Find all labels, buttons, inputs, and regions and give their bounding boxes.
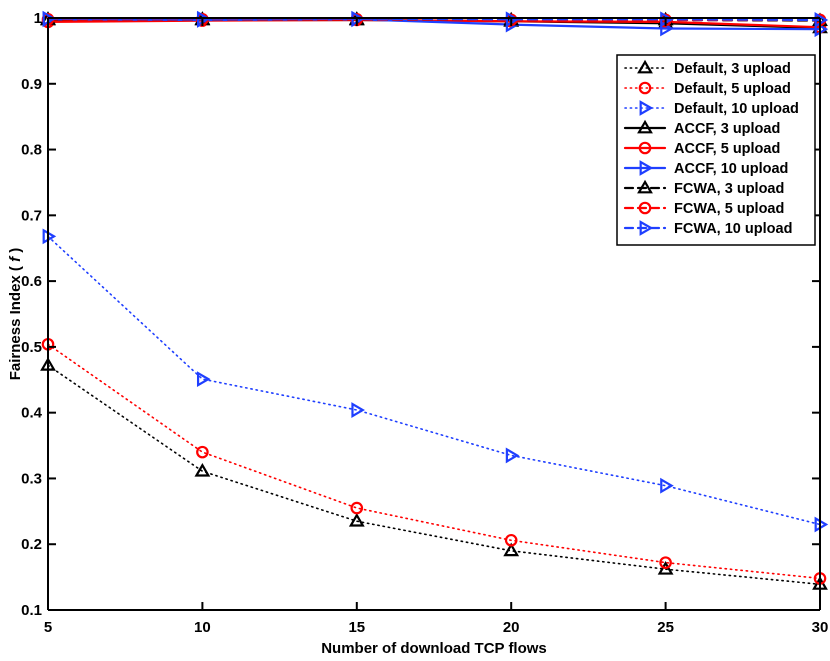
legend-entry-default-10-upload: Default, 10 upload <box>624 100 799 117</box>
legend-label: FCWA, 5 upload <box>674 201 784 217</box>
legend-marker <box>639 100 654 116</box>
legend-marker <box>638 81 652 95</box>
legend-label: ACCF, 10 upload <box>674 161 788 177</box>
y-tick-label: 0.3 <box>21 470 42 487</box>
x-tick-label: 30 <box>812 619 829 636</box>
legend-entry-fcwa-3-upload: FCWA, 3 upload <box>623 179 784 197</box>
legend-marker <box>637 119 653 134</box>
y-tick-label: 0.8 <box>21 142 42 159</box>
legend-entry-default-3-upload: Default, 3 upload <box>624 59 791 77</box>
legend-label: ACCF, 5 upload <box>674 141 780 157</box>
y-axis-label-symbol: f <box>7 255 24 262</box>
y-tick-label: 0.4 <box>21 405 43 422</box>
legend-marker <box>638 201 652 215</box>
legend-entry-accf-5-upload: ACCF, 5 upload <box>623 141 780 157</box>
x-tick-label: 10 <box>194 619 211 636</box>
legend-label: Default, 10 upload <box>674 101 799 117</box>
legend-entry-accf-10-upload: ACCF, 10 upload <box>623 160 788 177</box>
data-point <box>194 463 211 477</box>
series-line <box>47 343 821 580</box>
x-tick-label: 5 <box>44 619 52 636</box>
legend-label: Default, 3 upload <box>674 61 791 77</box>
y-tick-label: 0.5 <box>21 339 42 356</box>
data-point <box>659 556 672 569</box>
y-tick-label: 0.9 <box>21 76 42 93</box>
legend-label: FCWA, 3 upload <box>674 181 784 197</box>
legend-label: FCWA, 10 upload <box>674 221 792 237</box>
legend-marker <box>637 179 653 194</box>
data-point <box>657 561 674 575</box>
legend-marker <box>637 59 653 74</box>
legend-marker <box>639 220 654 236</box>
data-point <box>503 542 520 557</box>
y-tick-label: 0.7 <box>21 207 42 224</box>
x-tick-label: 15 <box>348 619 365 636</box>
legend-label: ACCF, 3 upload <box>674 121 780 137</box>
data-point <box>348 513 365 527</box>
legend-marker <box>639 160 654 176</box>
y-axis-label-text: Fairness Index ( <box>7 266 24 380</box>
data-point <box>660 477 674 494</box>
y-axis-label: Fairness Index ( f ) <box>7 248 24 381</box>
x-tick-label: 20 <box>503 619 520 636</box>
y-tick-label: 0.1 <box>21 602 42 619</box>
data-point <box>505 447 520 464</box>
legend: Default, 3 upload Default, 5 upload Defaul… <box>616 54 816 246</box>
data-point <box>196 445 209 459</box>
y-axis-label-close: ) <box>7 248 24 253</box>
axes: 5 10 15 20 25 30 0.1 0.2 0.3 0.4 0.5 0.6 0.7 0.8 0.9 1 <box>21 10 828 636</box>
legend-entry-accf-3-upload: ACCF, 3 upload <box>623 119 780 137</box>
y-tick-label: 0.6 <box>21 273 42 290</box>
legend-marker <box>638 141 652 155</box>
y-tick-label: 1 <box>34 10 42 27</box>
data-point <box>504 533 518 547</box>
data-point <box>350 501 364 515</box>
legend-entry-fcwa-5-upload: FCWA, 5 upload <box>623 201 784 217</box>
x-tick-label: 25 <box>657 619 674 636</box>
x-axis-label: Number of download TCP flows <box>321 640 547 657</box>
series-line <box>47 235 821 526</box>
data-point <box>196 371 211 388</box>
legend-entry-default-5-upload: Default, 5 upload <box>624 81 791 97</box>
legend-entry-fcwa-10-upload: FCWA, 10 upload <box>623 220 792 237</box>
y-tick-label: 0.2 <box>21 536 42 553</box>
data-point <box>351 402 365 418</box>
legend-label: Default, 5 upload <box>674 81 791 97</box>
